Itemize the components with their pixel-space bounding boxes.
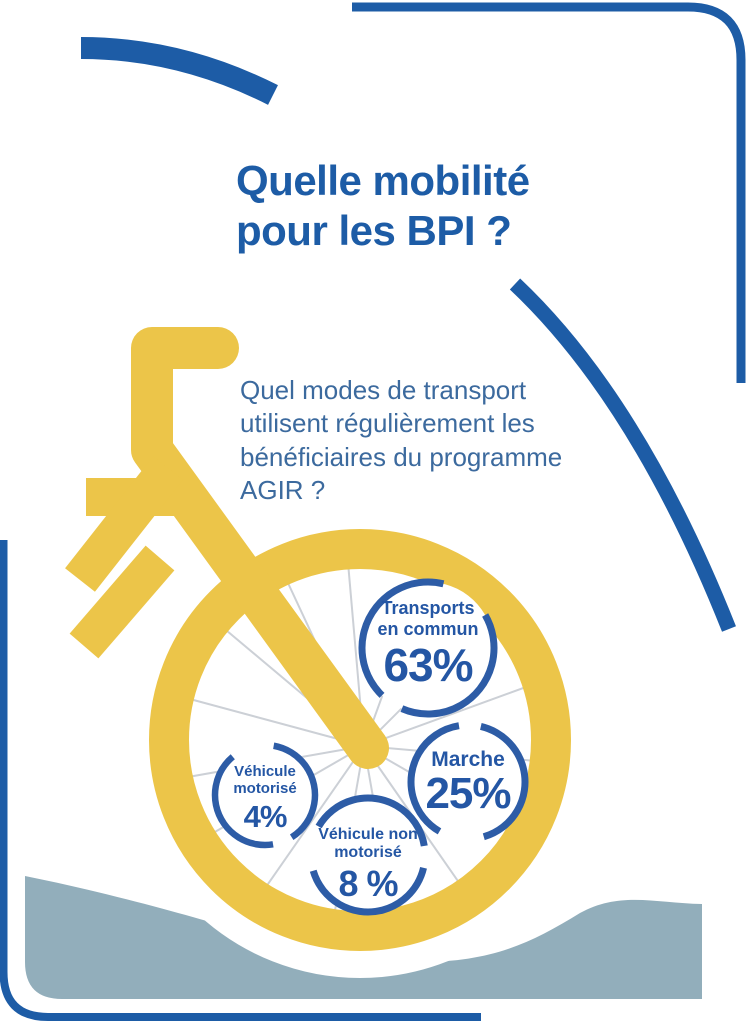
stat-vehicule-motorise: Véhicule motorisé 4% [195, 763, 335, 834]
top-right-frame [352, 2, 746, 383]
motion-arrow-icon [65, 456, 183, 659]
badge-circle-vehicule-motorise [211, 741, 319, 849]
page-title: Quelle mobilité pour les BPI ? [236, 157, 530, 255]
stat-value: 8 % [338, 862, 398, 904]
right-arc [509, 278, 736, 632]
badge-circle-transports [358, 578, 498, 718]
stat-label: Marche [431, 748, 505, 771]
bottom-left-frame [0, 540, 481, 1021]
badge-circle-marche [407, 721, 529, 843]
stat-marche: Marche 25% [398, 748, 538, 817]
top-left-arc [80, 37, 278, 105]
question-text: Quel modes de transport utilisent réguli… [240, 375, 563, 505]
badge-circle-vehicule-non-motorise [307, 794, 429, 916]
wheel-white-margin [122, 502, 598, 978]
bicycle-fork-icon [131, 327, 389, 769]
stat-value: 4% [243, 798, 288, 834]
stat-label: Véhicule motorisé [233, 763, 297, 798]
stat-label: Véhicule non motorisé [318, 826, 418, 862]
stat-vehicule-non-motorise: Véhicule non motorisé 8 % [288, 826, 448, 903]
wave-shape [25, 876, 702, 999]
bicycle-wheel-icon [149, 529, 571, 951]
stat-label: Transports en commun [377, 598, 479, 639]
stat-value: 25% [425, 769, 511, 819]
stat-value: 63% [383, 639, 473, 692]
stat-transports-en-commun: Transports en commun 63% [348, 598, 508, 690]
